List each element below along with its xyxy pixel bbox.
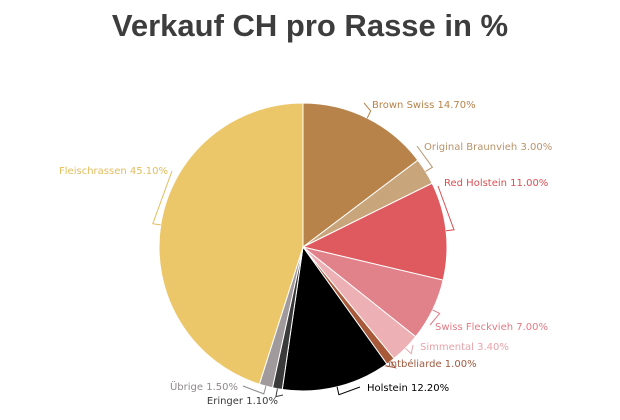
- slice-label: Original Braunvieh 3.00%: [424, 142, 552, 153]
- leader-line: [429, 309, 441, 326]
- slice-label: Übrige 1.50%: [170, 380, 238, 393]
- slice-label: Swiss Fleckvieh 7.00%: [435, 322, 548, 333]
- leader-line: [152, 170, 173, 226]
- slice-label: Montbéliarde 1.00%: [376, 358, 477, 370]
- leader-line: [336, 386, 361, 396]
- pie-slice-fleischrassen: [158, 102, 304, 385]
- slice-label: Eringer 1.10%: [207, 396, 278, 407]
- leader-line: [363, 102, 372, 119]
- leader-line: [437, 185, 455, 232]
- leader-line: [416, 145, 434, 172]
- slice-label: Holstein 12.20%: [367, 383, 449, 394]
- slice-label: Fleischrassen 45.10%: [59, 166, 168, 177]
- slice-label: Brown Swiss 14.70%: [372, 100, 476, 111]
- leader-line: [405, 344, 414, 355]
- leader-line: [242, 385, 267, 395]
- slice-label: Red Holstein 11.00%: [444, 178, 548, 189]
- pie-slice-red-holstein: [301, 182, 448, 281]
- pie-slice-brown-swiss: [302, 102, 419, 249]
- leader-line: [275, 388, 284, 398]
- slice-label: Simmental 3.40%: [420, 342, 509, 353]
- chart-title: Verkauf CH pro Rasse in %: [111, 8, 509, 43]
